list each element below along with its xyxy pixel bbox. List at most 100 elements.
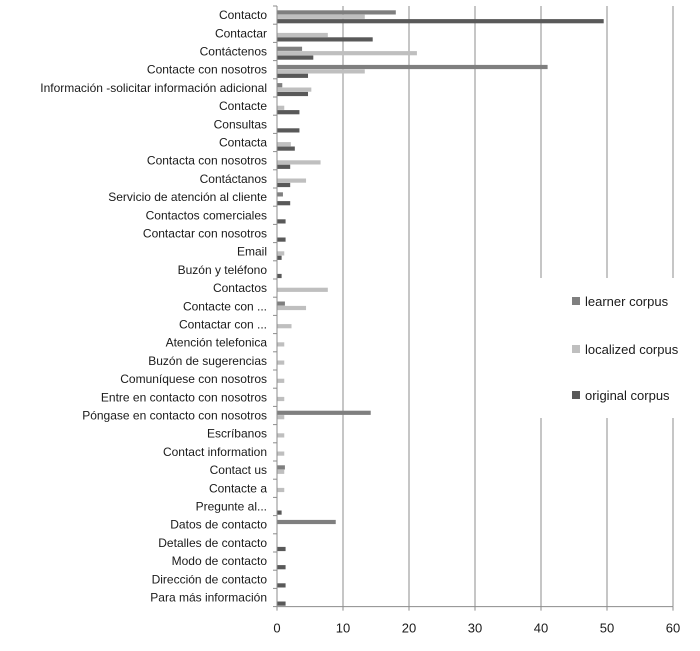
bar-original-corpus	[277, 91, 309, 97]
bar-original-corpus	[277, 164, 291, 169]
y-tick-label: Contactos	[213, 281, 267, 295]
y-tick-label: Buzón y teléfono	[178, 263, 268, 277]
bar-learner-corpus	[277, 465, 285, 470]
bar-original-corpus	[277, 583, 286, 588]
y-tick-label: Comuníquese con nosotros	[120, 372, 267, 386]
bar-localized-corpus	[277, 51, 417, 56]
bar-learner-corpus	[277, 410, 371, 415]
bar-localized-corpus	[277, 69, 365, 74]
bar-original-corpus	[277, 201, 291, 206]
legend-label: original corpus	[585, 388, 670, 403]
y-tick-label: Contacte con nosotros	[147, 63, 267, 77]
bar-learner-corpus	[277, 64, 548, 70]
bar-learner-corpus	[277, 519, 336, 525]
bar-learner-corpus	[277, 46, 303, 51]
y-tick-label: Información -solicitar información adici…	[40, 81, 267, 95]
y-tick-label: Detalles de contacto	[158, 536, 267, 550]
bar-original-corpus	[277, 219, 286, 224]
bar-layer	[277, 10, 604, 606]
bar-original-corpus	[277, 55, 314, 60]
bar-localized-corpus	[277, 378, 285, 383]
bar-original-corpus	[277, 128, 300, 133]
bar-localized-corpus	[277, 360, 285, 365]
y-tick-label: Entre en contacto con nosotros	[101, 390, 267, 404]
bar-original-corpus	[277, 510, 282, 515]
x-tick-label: 0	[273, 621, 280, 636]
bar-learner-corpus	[277, 192, 283, 197]
bar-localized-corpus	[277, 415, 285, 420]
bar-original-corpus	[277, 73, 309, 78]
y-tick-label: Contacta con nosotros	[147, 154, 267, 168]
legend-label: localized corpus	[585, 342, 679, 357]
bar-localized-corpus	[277, 324, 292, 329]
bar-original-corpus	[277, 182, 291, 188]
y-tick-label: Dirección de contacto	[152, 572, 268, 586]
bar-original-corpus	[277, 37, 373, 42]
legend: learner corpus localized corpus original c…	[572, 294, 679, 403]
bar-localized-corpus	[277, 287, 328, 292]
bar-original-corpus	[277, 565, 286, 570]
bar-original-corpus	[277, 546, 286, 552]
y-tick-label: Pregunte al...	[196, 500, 267, 514]
bar-localized-corpus	[277, 305, 307, 311]
bar-localized-corpus	[277, 32, 328, 38]
bar-localized-corpus	[277, 342, 285, 347]
y-tick-label: Contactos comerciales	[146, 208, 267, 222]
bar-localized-corpus	[277, 87, 312, 92]
y-tick-label: Buzón de sugerencias	[148, 354, 267, 368]
y-tick-label: Servicio de atención al cliente	[108, 190, 267, 204]
y-tick-label: Contáctanos	[200, 172, 267, 186]
y-tick-label: Contactar con nosotros	[143, 227, 267, 241]
bar-localized-corpus	[277, 160, 321, 165]
y-tick-label: Contactar con ...	[179, 318, 267, 332]
bar-original-corpus	[277, 19, 604, 24]
y-tick-label: Email	[237, 245, 267, 259]
y-tick-label: Contacta	[219, 136, 267, 150]
y-tick-label: Modo de contacto	[172, 554, 268, 568]
x-tick-label: 30	[468, 621, 482, 636]
y-tick-label: Escríbanos	[207, 427, 267, 441]
bar-localized-corpus	[277, 396, 285, 402]
y-tick-label: Contact information	[163, 445, 267, 459]
y-tick-label: Contacte	[219, 99, 267, 113]
x-tick-label: 20	[402, 621, 416, 636]
bar-original-corpus	[277, 601, 286, 606]
bar-localized-corpus	[277, 469, 285, 474]
x-tick-label: 40	[534, 621, 548, 636]
bar-original-corpus	[277, 146, 295, 151]
y-tick-label: Contacte con ...	[183, 299, 267, 313]
bar-localized-corpus	[277, 451, 285, 456]
y-tick-label: Contact us	[210, 463, 267, 477]
y-tick-label: Contactar	[215, 26, 267, 40]
y-tick-label: Para más información	[150, 591, 267, 605]
bar-localized-corpus	[277, 178, 307, 183]
bar-localized-corpus	[277, 251, 285, 256]
x-tick-label: 60	[666, 621, 680, 636]
y-tick-label: Datos de contacto	[170, 518, 267, 532]
y-tick-label: Atención telefonica	[166, 336, 268, 350]
axis-layer: Contacto Contactar Contáctenos Contacte con…	[40, 5, 680, 636]
legend-swatch	[572, 391, 580, 399]
bar-localized-corpus	[277, 487, 285, 493]
y-tick-label: Póngase en contacto con nosotros	[82, 409, 267, 423]
x-tick-label: 50	[600, 621, 614, 636]
legend-label: learner corpus	[585, 294, 669, 309]
grid-layer	[342, 6, 674, 607]
bar-original-corpus	[277, 273, 282, 279]
bar-original-corpus	[277, 237, 286, 242]
y-tick-label: Contacto	[219, 8, 267, 22]
legend-swatch	[572, 297, 580, 305]
y-tick-label: Consultas	[214, 117, 267, 131]
y-tick-label: Contáctenos	[200, 45, 267, 59]
bar-localized-corpus	[277, 433, 285, 438]
bar-learner-corpus	[277, 83, 283, 88]
x-tick-label: 10	[336, 621, 350, 636]
bar-original-corpus	[277, 110, 300, 115]
legend-swatch	[572, 345, 580, 353]
bar-learner-corpus	[277, 10, 396, 15]
bar-localized-corpus	[277, 105, 285, 110]
bar-localized-corpus	[277, 142, 291, 147]
bar-localized-corpus	[277, 14, 365, 19]
y-tick-label: Contacte a	[209, 481, 267, 495]
